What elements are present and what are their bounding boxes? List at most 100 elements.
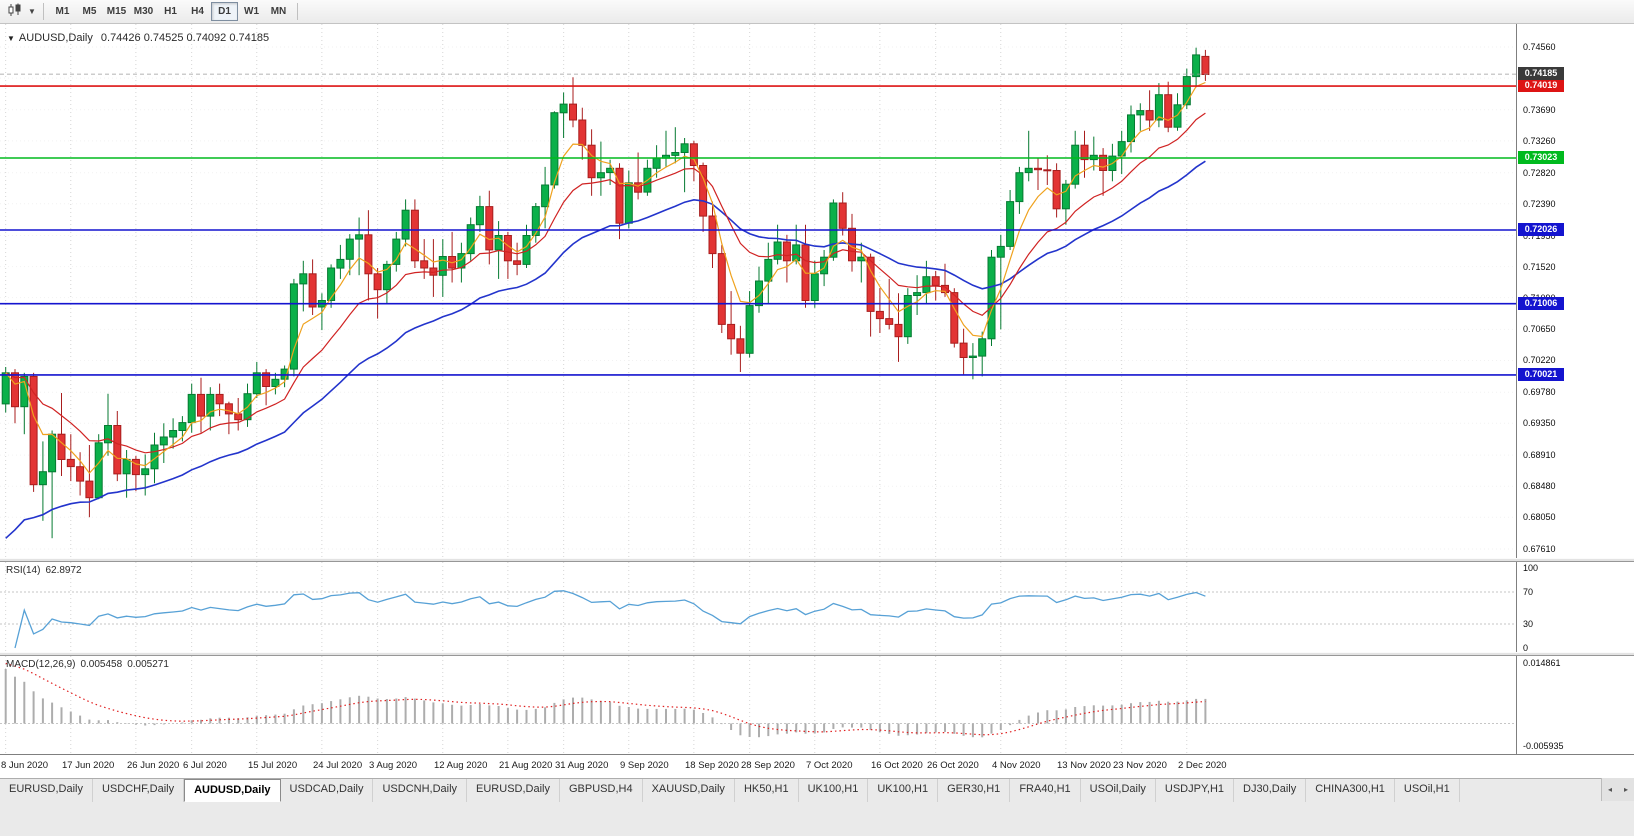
rsi-tick: 30 [1523, 619, 1534, 629]
tab-scroll-left-button[interactable]: ◂ [1607, 785, 1612, 794]
price-tick: 0.67610 [1523, 544, 1556, 554]
rsi-plot[interactable] [0, 562, 1516, 652]
price-tick: 0.69350 [1523, 418, 1556, 428]
rsi-tick: 100 [1523, 563, 1539, 573]
macd-panel: 0.014861 -0.005935 MACD(12,26,9) 0.005458 0… [0, 656, 1634, 754]
timeframe-button-mn[interactable]: MN [270, 6, 287, 17]
macd-label: MACD(12,26,9) 0.005458 0.005271 [6, 659, 174, 670]
chart-tab-usoil-daily[interactable]: USOil,Daily [1081, 779, 1156, 802]
chart-tab-xauusd-daily[interactable]: XAUUSD,Daily [643, 779, 735, 802]
chart-tab-ger30-h1[interactable]: GER30,H1 [938, 779, 1011, 802]
chart-tab-audusd-daily[interactable]: AUDUSD,Daily [184, 779, 281, 802]
main-chart-panel: 0.745600.741300.736900.732600.728200.723… [0, 24, 1634, 558]
time-axis-label: 7 Oct 2020 [806, 760, 853, 771]
price-badge-current: 0.74185 [1518, 67, 1564, 80]
chart-type-button[interactable] [4, 2, 26, 21]
toolbar-separator [43, 3, 44, 20]
time-axis-label: 24 Jul 2020 [313, 760, 363, 771]
price-tick: 0.72390 [1523, 199, 1556, 209]
price-tick: 0.73690 [1523, 105, 1556, 115]
chart-type-dropdown-caret-icon[interactable]: ▼ [28, 7, 36, 16]
price-level-badge: 0.70021 [1518, 368, 1564, 381]
timeframe-buttons: M1 M5 M15 M30 H1 H4 D1 W1 MN [49, 2, 292, 21]
price-tick: 0.70220 [1523, 355, 1556, 365]
chart-tab-bar: EURUSD,Daily USDCHF,Daily AUDUSD,Daily USDC… [0, 778, 1634, 836]
rsi-tick: 70 [1523, 587, 1534, 597]
time-axis-label: 17 Jun 2020 [62, 760, 115, 771]
time-axis-label: 2 Dec 2020 [1178, 760, 1227, 771]
time-axis[interactable]: 8 Jun 2020 17 Jun 2020 26 Jun 2020 6 Jul 20… [0, 754, 1634, 778]
macd-main-value: 0.005458 [80, 659, 123, 670]
chart-tab-uk100-h1[interactable]: UK100,H1 [799, 779, 869, 802]
chart-ohlc-values: 0.74426 0.74525 0.74092 0.74185 [100, 32, 270, 44]
time-axis-label: 16 Oct 2020 [871, 760, 923, 771]
main-chart-plot[interactable] [0, 24, 1516, 558]
chart-title: ▼ AUDUSD,Daily 0.74426 0.74525 0.74092 0.7… [7, 32, 269, 44]
time-axis-label: 15 Jul 2020 [248, 760, 298, 771]
time-axis-label: 26 Oct 2020 [927, 760, 979, 771]
time-axis-label: 12 Aug 2020 [434, 760, 488, 771]
chart-tab-china300-h1[interactable]: CHINA300,H1 [1306, 779, 1395, 802]
price-level-badge: 0.73023 [1518, 151, 1564, 164]
rsi-panel: 100 70 30 0 RSI(14) 62.8972 [0, 562, 1634, 653]
macd-tick: 0.014861 [1523, 658, 1561, 668]
chart-tab-fra40-h1[interactable]: FRA40,H1 [1010, 779, 1081, 802]
time-axis-label: 28 Sep 2020 [741, 760, 795, 771]
chart-tab-eurusd-daily[interactable]: EURUSD,Daily [0, 779, 93, 802]
chart-tab-usdchf-daily[interactable]: USDCHF,Daily [93, 779, 185, 802]
chart-tab-usdjpy-h1[interactable]: USDJPY,H1 [1156, 779, 1235, 802]
timeframe-button-m5[interactable]: M5 [82, 6, 97, 17]
time-axis-label: 31 Aug 2020 [555, 760, 609, 771]
price-level-badge: 0.74019 [1518, 79, 1564, 92]
macd-axis: 0.014861 -0.005935 [1516, 656, 1634, 754]
price-tick: 0.68910 [1523, 450, 1556, 460]
timeframe-button-h1[interactable]: H1 [164, 6, 177, 17]
macd-signal-value: 0.005271 [127, 659, 169, 670]
chart-tab-usoil-h1[interactable]: USOil,H1 [1395, 779, 1460, 802]
rsi-indicator-name: RSI(14) [6, 565, 41, 576]
panel-splitter[interactable] [0, 558, 1634, 562]
chart-tab-dj30-daily[interactable]: DJ30,Daily [1234, 779, 1307, 802]
chart-tab-uk100-h1[interactable]: UK100,H1 [868, 779, 939, 802]
rsi-tick: 0 [1523, 643, 1529, 653]
price-tick: 0.73260 [1523, 136, 1556, 146]
price-tick: 0.69780 [1523, 387, 1556, 397]
timeframe-button-m1[interactable]: M1 [55, 6, 70, 17]
time-axis-label: 8 Jun 2020 [1, 760, 49, 771]
time-axis-label: 23 Nov 2020 [1113, 760, 1167, 771]
macd-plot[interactable] [0, 656, 1516, 754]
one-click-trading-arrow-icon[interactable]: ▼ [7, 34, 15, 43]
time-axis-label: 18 Sep 2020 [685, 760, 739, 771]
time-axis-label: 4 Nov 2020 [992, 760, 1041, 771]
panel-splitter[interactable] [0, 652, 1634, 656]
price-tick: 0.70650 [1523, 324, 1556, 334]
timeframe-button-w1[interactable]: W1 [244, 6, 259, 17]
price-tick: 0.74560 [1523, 42, 1556, 52]
time-axis-label: 9 Sep 2020 [620, 760, 669, 771]
timeframe-toolbar: ▼ M1 M5 M15 M30 H1 H4 D1 W1 MN [0, 0, 1634, 24]
price-tick: 0.71950 [1523, 231, 1556, 241]
price-axis: 0.745600.741300.736900.732600.728200.723… [1516, 24, 1634, 558]
chart-tab-usdcnh-daily[interactable]: USDCNH,Daily [373, 779, 468, 802]
macd-indicator-name: MACD(12,26,9) [6, 659, 76, 670]
candlestick-chart-icon [8, 3, 22, 20]
time-axis-label: 21 Aug 2020 [499, 760, 553, 771]
price-level-badge: 0.72026 [1518, 223, 1564, 236]
time-axis-label: 3 Aug 2020 [369, 760, 418, 771]
timeframe-button-d1[interactable]: D1 [211, 2, 238, 21]
rsi-indicator-value: 62.8972 [45, 565, 82, 576]
time-axis-label: 6 Jul 2020 [183, 760, 227, 771]
timeframe-button-m15[interactable]: M15 [106, 6, 127, 17]
chart-tab-gbpusd-h4[interactable]: GBPUSD,H4 [560, 779, 643, 802]
chart-tab-usdcad-daily[interactable]: USDCAD,Daily [281, 779, 374, 802]
tab-scroll-right-button[interactable]: ▸ [1623, 785, 1628, 794]
timeframe-button-m30[interactable]: M30 [133, 6, 154, 17]
chart-tab-hk50-h1[interactable]: HK50,H1 [735, 779, 799, 802]
timeframe-button-h4[interactable]: H4 [191, 6, 204, 17]
time-axis-label: 26 Jun 2020 [127, 760, 180, 771]
chart-tab-eurusd-daily[interactable]: EURUSD,Daily [467, 779, 560, 802]
toolbar-separator [297, 3, 298, 20]
price-tick: 0.68050 [1523, 512, 1556, 522]
price-tick: 0.68480 [1523, 481, 1556, 491]
